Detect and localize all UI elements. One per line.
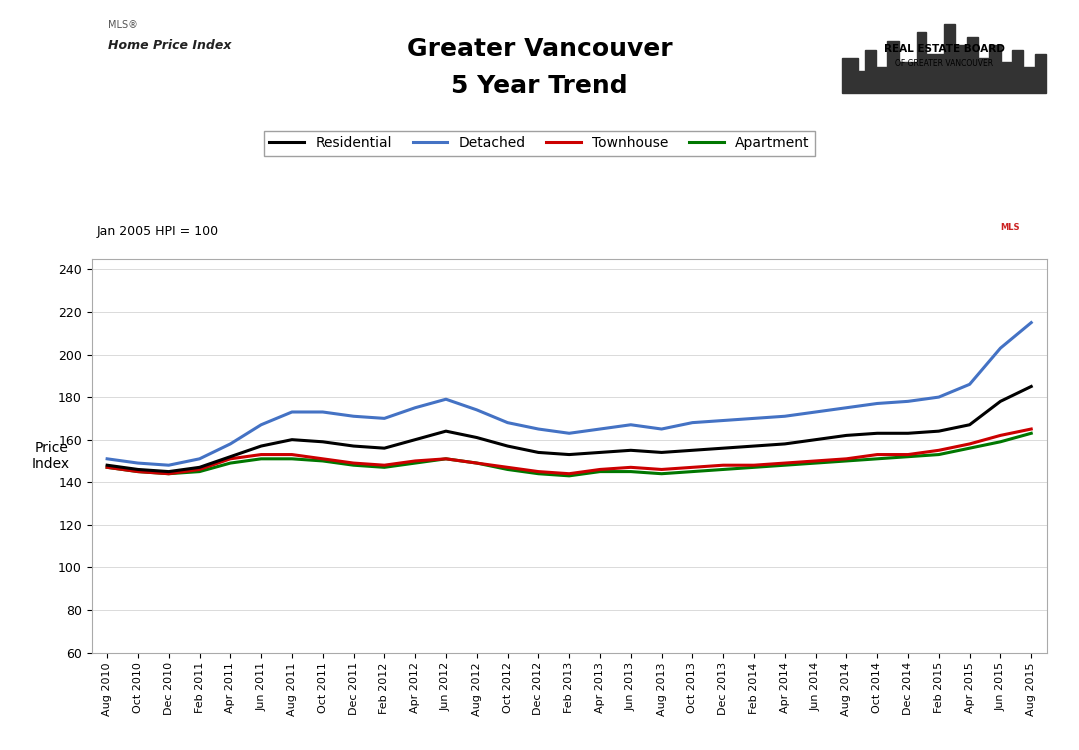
Text: Jan 2005 HPI = 100: Jan 2005 HPI = 100	[97, 224, 219, 238]
Text: 5 Year Trend: 5 Year Trend	[451, 74, 628, 98]
Text: MLS: MLS	[1000, 224, 1020, 232]
Text: OF GREATER VANCOUVER: OF GREATER VANCOUVER	[896, 59, 993, 68]
Text: Greater Vancouver: Greater Vancouver	[407, 37, 672, 61]
Text: MLS®: MLS®	[108, 20, 138, 30]
Polygon shape	[843, 24, 1047, 93]
Polygon shape	[33, 25, 86, 88]
Y-axis label: Price
Index: Price Index	[32, 440, 70, 471]
Legend: Residential, Detached, Townhouse, Apartment: Residential, Detached, Townhouse, Apartm…	[263, 130, 816, 156]
Text: Home Price Index: Home Price Index	[108, 39, 231, 52]
Text: REAL ESTATE BOARD: REAL ESTATE BOARD	[884, 44, 1005, 54]
